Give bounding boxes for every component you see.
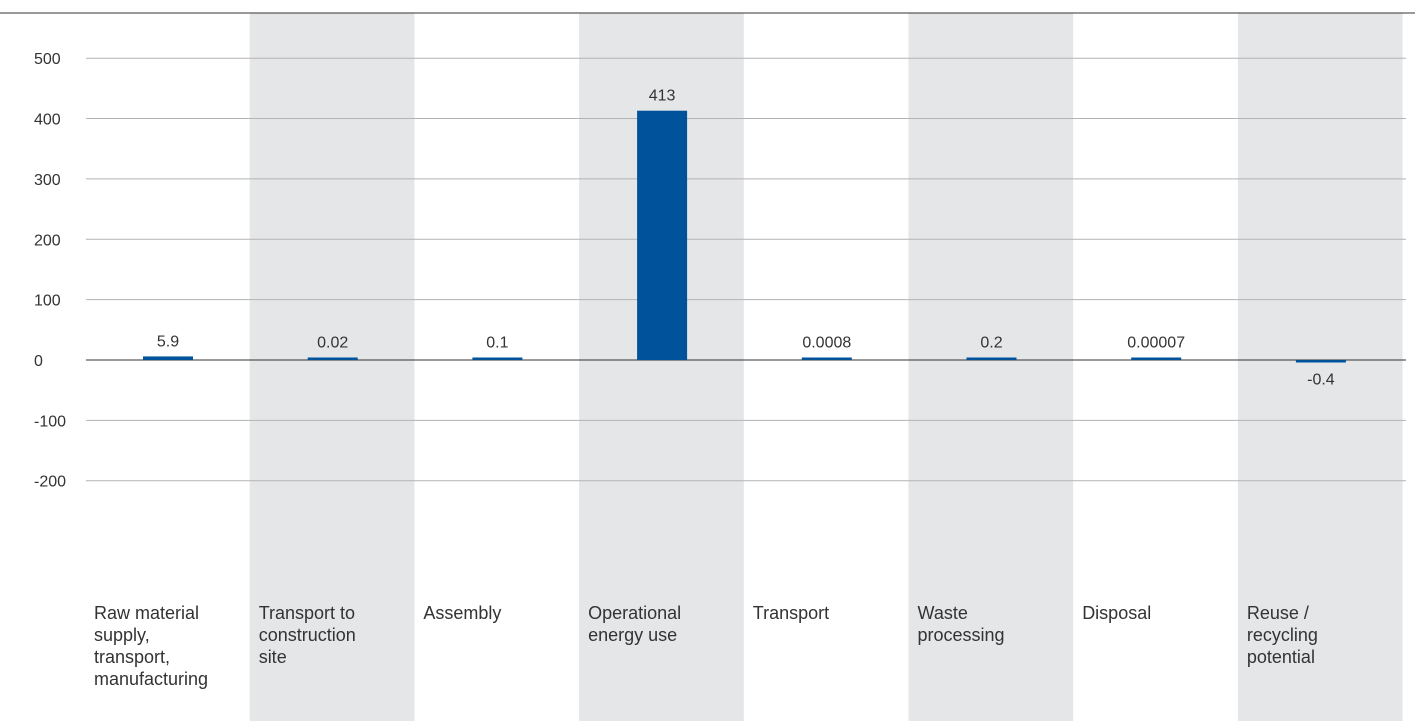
data-label: 0.2 bbox=[980, 335, 1002, 352]
bar bbox=[472, 357, 523, 360]
category-label: Assembly bbox=[423, 603, 502, 623]
data-label: 0.1 bbox=[486, 335, 508, 352]
y-tick-label: 100 bbox=[34, 293, 61, 310]
category-label: Waste processing bbox=[917, 603, 1005, 645]
data-label: 0.0008 bbox=[802, 335, 851, 352]
y-tick-label: 200 bbox=[34, 232, 61, 249]
bar bbox=[966, 357, 1017, 360]
category-label: Transport to construction site bbox=[258, 603, 356, 667]
bar bbox=[1295, 360, 1346, 363]
bar bbox=[637, 110, 688, 361]
category-band bbox=[249, 13, 415, 721]
data-label: -0.4 bbox=[1307, 372, 1335, 389]
y-tick-label: -100 bbox=[34, 413, 66, 430]
category-label: Operational energy use bbox=[588, 603, 682, 645]
y-axis-ticks: 500 400 300 200 100 0 -100 -200 bbox=[34, 51, 66, 491]
category-label: Transport bbox=[752, 603, 830, 623]
data-label: 413 bbox=[649, 88, 676, 105]
bar bbox=[801, 357, 852, 360]
y-tick-label: 400 bbox=[34, 112, 61, 129]
category-label: Reuse / recycling potential bbox=[1246, 603, 1318, 667]
y-tick-label: -200 bbox=[34, 474, 66, 491]
data-label: 0.02 bbox=[317, 335, 348, 352]
category-label: Raw material supply, transport, manufact… bbox=[94, 603, 209, 689]
category-bands bbox=[249, 13, 1403, 721]
category-band bbox=[1237, 13, 1403, 721]
category-label: Disposal bbox=[1082, 603, 1152, 623]
y-tick-label: 500 bbox=[34, 51, 61, 68]
bars bbox=[143, 110, 1346, 363]
bar bbox=[307, 357, 358, 360]
data-label: 0.00007 bbox=[1127, 335, 1185, 352]
data-label: 5.9 bbox=[157, 333, 179, 350]
y-tick-label: 0 bbox=[34, 353, 43, 370]
data-labels: 5.9 0.02 0.1 413 0.0008 0.2 0.00007 -0.4 bbox=[157, 88, 1335, 389]
gridlines bbox=[86, 57, 1406, 482]
bar bbox=[1131, 357, 1182, 360]
category-band bbox=[908, 13, 1074, 721]
y-tick-label: 300 bbox=[34, 172, 61, 189]
bar bbox=[143, 356, 193, 360]
